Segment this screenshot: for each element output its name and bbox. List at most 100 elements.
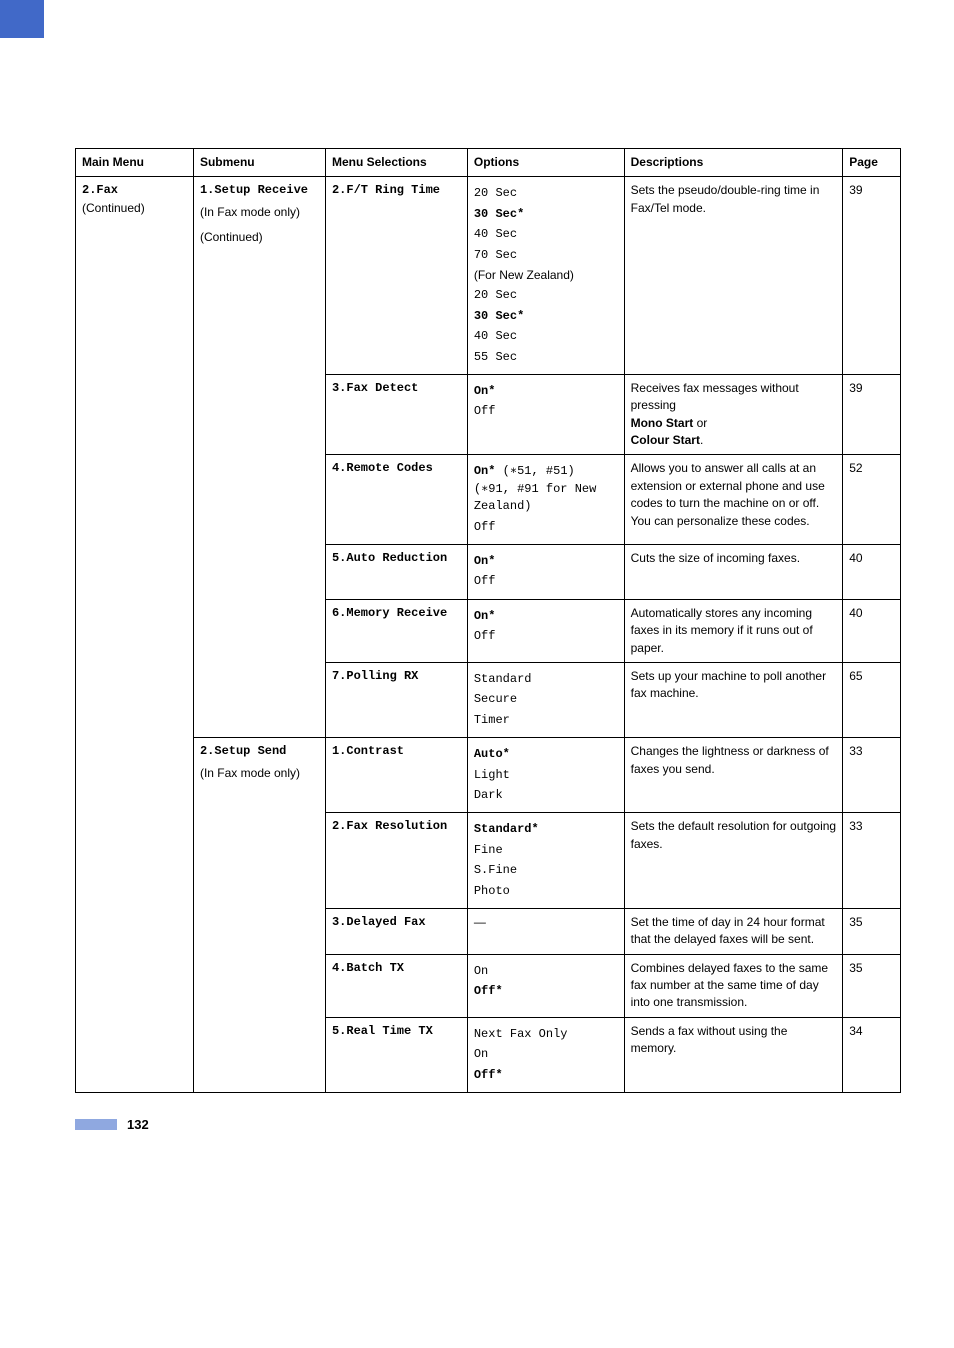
cell-sel-r10: 4.Batch TX [325, 954, 467, 1017]
cell-page-r2: 39 [843, 374, 901, 455]
cell-desc-r2: Receives fax messages without pressing M… [624, 374, 843, 455]
r1-o6: 30 Sec* [474, 308, 618, 325]
r8-o3: S.Fine [474, 862, 618, 879]
r3-o1: On* (∗51, #51) (∗91, #91 for New Zealand… [474, 463, 618, 515]
cell-desc-r4: Cuts the size of incoming faxes. [624, 545, 843, 600]
r1-o7: 40 Sec [474, 328, 618, 345]
table-header-row: Main Menu Submenu Menu Selections Option… [76, 149, 901, 177]
th-options: Options [467, 149, 624, 177]
r10-o1: On [474, 963, 618, 980]
r3-o2: Off [474, 519, 618, 536]
r1-o8: 55 Sec [474, 349, 618, 366]
r7-o1: Auto* [474, 746, 618, 763]
r1-o3: 40 Sec [474, 226, 618, 243]
cell-desc-r11: Sends a fax without using the memory. [624, 1017, 843, 1092]
cell-page-r4: 40 [843, 545, 901, 600]
cell-page-r6: 65 [843, 662, 901, 737]
cell-submenu-1: 1.Setup Receive (In Fax mode only) (Cont… [193, 177, 325, 738]
cell-page-r10: 35 [843, 954, 901, 1017]
cell-page-r7: 33 [843, 738, 901, 813]
r7-o2: Light [474, 767, 618, 784]
cell-opt-r7: Auto* Light Dark [467, 738, 624, 813]
r2-d3: or [693, 416, 707, 430]
cell-page-r8: 33 [843, 813, 901, 909]
r2-d5: . [700, 433, 703, 447]
cell-page-r5: 40 [843, 599, 901, 662]
r7-o3: Dark [474, 787, 618, 804]
main-continued: (Continued) [82, 200, 187, 217]
cell-desc-r3: Allows you to answer all calls at an ext… [624, 455, 843, 545]
menu-table: Main Menu Submenu Menu Selections Option… [75, 148, 901, 1093]
page-number: 132 [127, 1117, 149, 1132]
r2-d1: Receives fax messages without pressing [631, 381, 799, 412]
cell-desc-r8: Sets the default resolution for outgoing… [624, 813, 843, 909]
page-footer: 132 [75, 1117, 901, 1132]
r5-o1: On* [474, 608, 618, 625]
r8-o2: Fine [474, 842, 618, 859]
r11-o3: Off* [474, 1067, 618, 1084]
r6-o3: Timer [474, 712, 618, 729]
r1-o2: 30 Sec* [474, 206, 618, 223]
th-page: Page [843, 149, 901, 177]
cell-opt-r10: On Off* [467, 954, 624, 1017]
sub1-note1: (In Fax mode only) [200, 204, 319, 221]
r6-o1: Standard [474, 671, 618, 688]
r4-o1: On* [474, 553, 618, 570]
r2-o2: Off [474, 403, 618, 420]
th-main-menu: Main Menu [76, 149, 194, 177]
r4-o2: Off [474, 573, 618, 590]
cell-opt-r4: On* Off [467, 545, 624, 600]
main-fax: 2.Fax [82, 182, 187, 199]
cell-desc-r10: Combines delayed faxes to the same fax n… [624, 954, 843, 1017]
cell-main-menu: 2.Fax (Continued) [76, 177, 194, 1093]
cell-page-r9: 35 [843, 908, 901, 954]
r5-o2: Off [474, 628, 618, 645]
cell-sel-r3: 4.Remote Codes [325, 455, 467, 545]
sub2-title: 2.Setup Send [200, 743, 319, 760]
cell-opt-r1: 20 Sec 30 Sec* 40 Sec 70 Sec (For New Ze… [467, 177, 624, 375]
section-tab [0, 0, 44, 38]
cell-sel-r6: 7.Polling RX [325, 662, 467, 737]
r9-o1: — [474, 915, 486, 929]
r2-o1: On* [474, 383, 618, 400]
cell-desc-r9: Set the time of day in 24 hour format th… [624, 908, 843, 954]
cell-submenu-2: 2.Setup Send (In Fax mode only) [193, 738, 325, 1093]
cell-sel-r4: 5.Auto Reduction [325, 545, 467, 600]
cell-sel-r5: 6.Memory Receive [325, 599, 467, 662]
cell-desc-r5: Automatically stores any incoming faxes … [624, 599, 843, 662]
r1-o4: 70 Sec [474, 247, 618, 264]
r11-o2: On [474, 1046, 618, 1063]
r2-d2: Mono Start [631, 416, 694, 430]
top-band [0, 0, 954, 60]
cell-sel-r9: 3.Delayed Fax [325, 908, 467, 954]
sub1-title: 1.Setup Receive [200, 182, 319, 199]
cell-desc-r1: Sets the pseudo/double-ring time in Fax/… [624, 177, 843, 375]
cell-opt-r8: Standard* Fine S.Fine Photo [467, 813, 624, 909]
r11-o1: Next Fax Only [474, 1026, 618, 1043]
r1-o1: 20 Sec [474, 185, 618, 202]
page-content: Main Menu Submenu Menu Selections Option… [0, 60, 954, 1152]
cell-sel-r2: 3.Fax Detect [325, 374, 467, 455]
table-row: 2.Setup Send (In Fax mode only) 1.Contra… [76, 738, 901, 813]
r8-o1: Standard* [474, 821, 618, 838]
r6-o2: Secure [474, 691, 618, 708]
cell-page-r11: 34 [843, 1017, 901, 1092]
page-bar-icon [75, 1119, 117, 1130]
cell-sel-r7: 1.Contrast [325, 738, 467, 813]
cell-sel-r1: 2.F/T Ring Time [325, 177, 467, 375]
r2-d4: Colour Start [631, 433, 700, 447]
cell-opt-r2: On* Off [467, 374, 624, 455]
cell-desc-r7: Changes the lightness or darkness of fax… [624, 738, 843, 813]
r1-o5: 20 Sec [474, 287, 618, 304]
cell-sel-r8: 2.Fax Resolution [325, 813, 467, 909]
th-menu-selections: Menu Selections [325, 149, 467, 177]
cell-opt-r5: On* Off [467, 599, 624, 662]
cell-desc-r6: Sets up your machine to poll another fax… [624, 662, 843, 737]
th-descriptions: Descriptions [624, 149, 843, 177]
cell-opt-r6: Standard Secure Timer [467, 662, 624, 737]
r10-o2: Off* [474, 983, 618, 1000]
cell-sel-r11: 5.Real Time TX [325, 1017, 467, 1092]
cell-opt-r3: On* (∗51, #51) (∗91, #91 for New Zealand… [467, 455, 624, 545]
table-row: 2.Fax (Continued) 1.Setup Receive (In Fa… [76, 177, 901, 375]
sub1-note2: (Continued) [200, 229, 319, 246]
